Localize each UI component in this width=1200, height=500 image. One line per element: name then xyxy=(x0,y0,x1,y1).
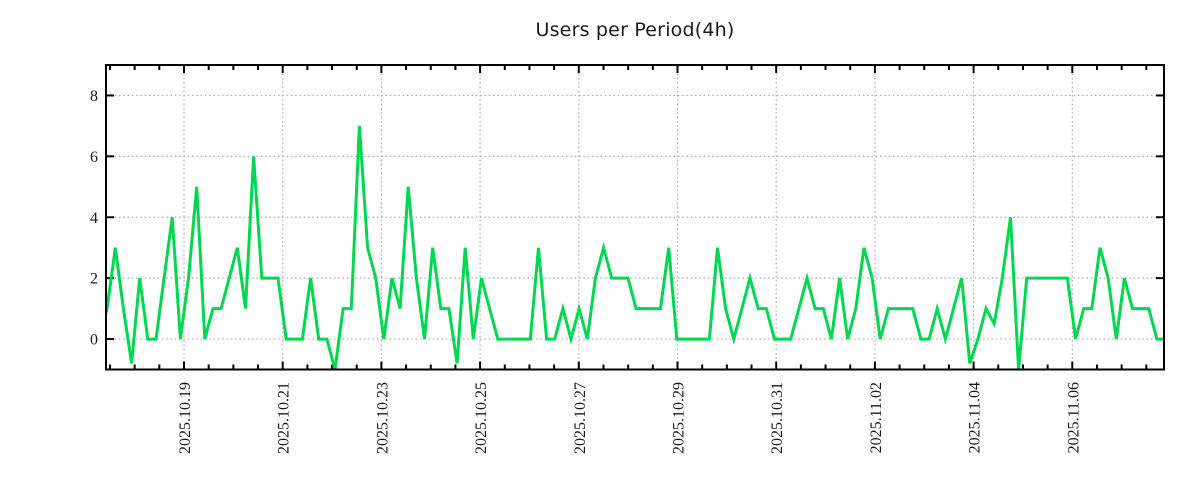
x-tick-label: 2025.10.29 xyxy=(671,382,688,454)
plot-border xyxy=(105,64,1165,371)
users-data-line xyxy=(106,125,1164,370)
y-tick-label: 0 xyxy=(90,332,98,349)
x-tick-label: 2025.11.06 xyxy=(1065,382,1082,453)
y-tick-label: 4 xyxy=(90,210,98,227)
x-tick-label: 2025.10.23 xyxy=(374,382,391,454)
x-tick-label: 2025.10.27 xyxy=(572,382,589,454)
y-tick-label: 8 xyxy=(90,88,98,105)
y-tick-label: 6 xyxy=(90,149,98,166)
y-tick-label: 2 xyxy=(90,271,98,288)
x-tick-label: 2025.10.19 xyxy=(177,382,194,454)
x-tick-label: 2025.11.04 xyxy=(967,382,984,453)
x-tick-label: 2025.10.31 xyxy=(769,382,786,454)
x-tick-label: 2025.10.25 xyxy=(473,382,490,454)
chart-title: Users per Period(4h) xyxy=(535,19,735,41)
x-tick-label: 2025.10.21 xyxy=(276,382,293,454)
x-tick-label: 2025.11.02 xyxy=(868,382,885,453)
